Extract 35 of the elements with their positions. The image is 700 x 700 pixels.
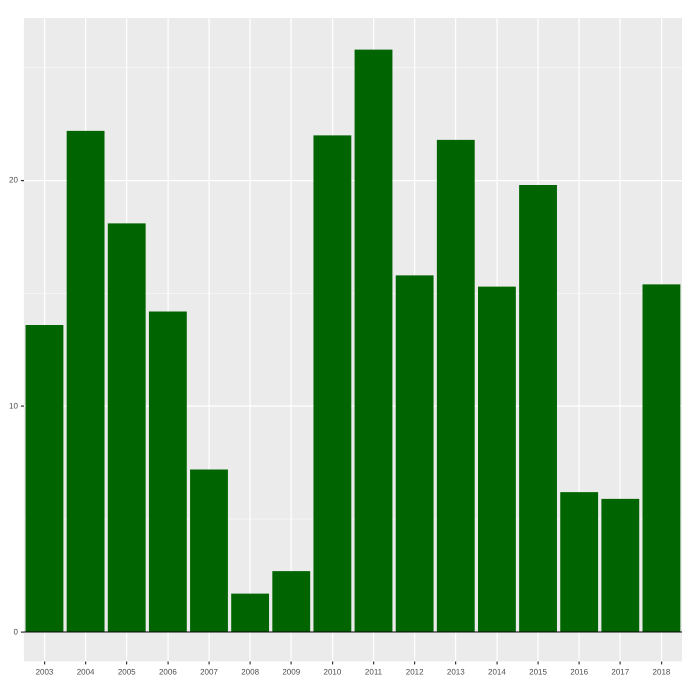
bar <box>108 223 146 632</box>
bar <box>354 50 392 632</box>
x-tick-label: 2012 <box>406 667 424 676</box>
bar <box>601 498 640 632</box>
bar <box>560 492 598 632</box>
bar <box>66 130 105 632</box>
x-tick-label: 2004 <box>76 667 96 676</box>
x-tick-label: 2011 <box>364 667 383 676</box>
x-tick-label: 2005 <box>118 667 136 676</box>
x-tick-label: 2007 <box>200 667 218 676</box>
x-tick-label: 2009 <box>282 667 301 676</box>
bar <box>478 286 516 632</box>
x-tick-label: 2016 <box>570 667 589 676</box>
bar <box>313 135 352 632</box>
bar <box>231 594 270 632</box>
x-tick-label: 2003 <box>36 667 54 676</box>
bar <box>148 311 187 632</box>
x-tick-label: 2008 <box>241 667 260 676</box>
bar <box>190 470 228 632</box>
x-tick-label: 2006 <box>158 667 178 676</box>
x-tick-label: 2013 <box>446 667 466 676</box>
y-tick-label: 10 <box>8 402 18 410</box>
y-tick-label: 20 <box>8 176 18 185</box>
x-tick-label: 2017 <box>611 667 630 676</box>
bar <box>26 325 64 632</box>
bar <box>642 284 680 632</box>
x-tick-label: 2014 <box>488 667 506 676</box>
bar <box>436 140 475 632</box>
x-tick-label: 2010 <box>323 667 342 676</box>
y-tick-label: 0 <box>13 627 18 636</box>
bar <box>396 275 434 632</box>
bar <box>272 571 310 632</box>
x-tick-label: 2018 <box>652 667 671 676</box>
bar <box>519 185 557 632</box>
x-tick-label: 2015 <box>529 667 548 676</box>
